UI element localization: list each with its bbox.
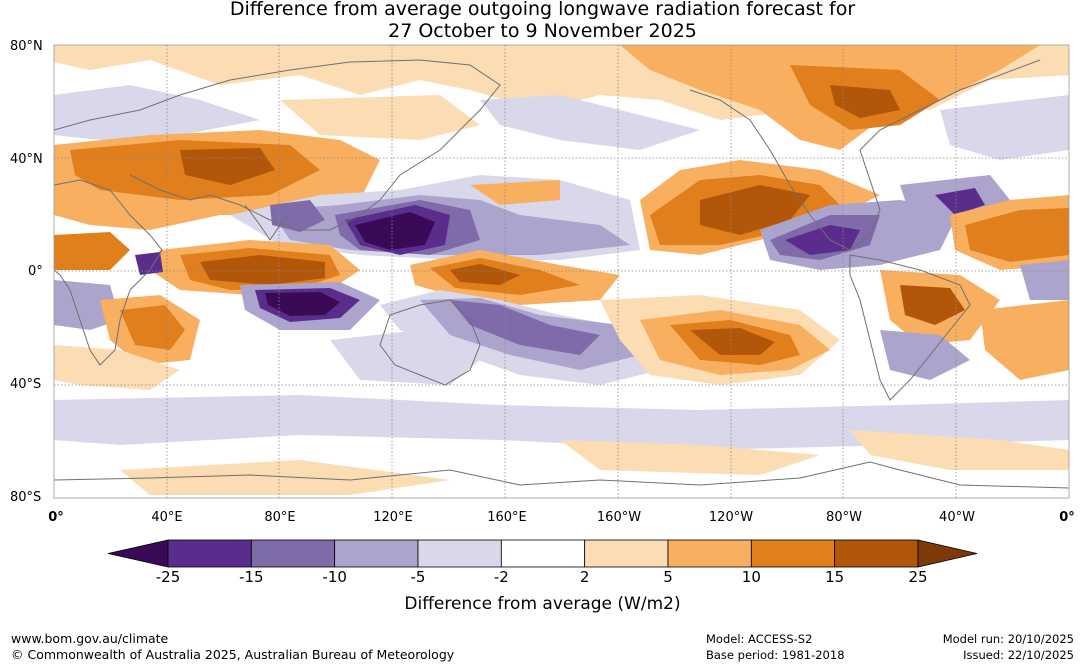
anomaly-region <box>935 188 985 215</box>
colorbar-segment <box>584 539 669 568</box>
lon-label-0-right: 0° <box>1059 510 1075 525</box>
footer-model: Model: ACCESS-S2 <box>706 632 813 646</box>
lat-label-80n: 80°N <box>10 39 43 54</box>
anomaly-region <box>54 345 180 390</box>
anomaly-region <box>330 330 480 385</box>
anomaly-region <box>850 430 1069 470</box>
anomaly-region <box>880 330 970 380</box>
anomaly-region <box>200 255 325 285</box>
colorbar-tick-label: 5 <box>663 568 673 586</box>
lat-label-40n: 40°N <box>10 152 43 167</box>
colorbar-segment <box>750 539 836 568</box>
anomaly-region <box>785 225 860 255</box>
footer-base-period: Base period: 1981-2018 <box>706 648 845 662</box>
lon-label-80w: 80°W <box>826 510 862 525</box>
anomaly-region <box>120 460 450 495</box>
colorbar-segments <box>107 539 978 568</box>
anomaly-region <box>54 232 130 270</box>
lat-label-40s: 40°S <box>10 377 42 392</box>
colorbar-tick-label: 10 <box>741 568 761 586</box>
footer-model-run: Model run: 20/10/2025 <box>942 632 1074 646</box>
anomaly-region <box>965 208 1069 262</box>
anomaly-region <box>470 180 560 205</box>
colorbar-arrow-high <box>917 539 978 568</box>
footer-issued: Issued: 22/10/2025 <box>963 648 1074 662</box>
anomaly-region <box>54 85 260 140</box>
antarctica-coast <box>54 461 1069 489</box>
map-title-line-2: 27 October to 9 November 2025 <box>388 20 697 42</box>
lon-label-0-left: 0° <box>48 510 64 525</box>
lon-label-120w: 120°W <box>708 510 754 525</box>
anomaly-region <box>480 95 700 150</box>
anomaly-field <box>54 45 1069 495</box>
colorbar-title: Difference from average (W/m2) <box>404 594 681 614</box>
anomaly-region <box>265 292 340 316</box>
lon-label-120e: 120°E <box>373 510 413 525</box>
graticule <box>54 45 1069 498</box>
anomaly-region <box>270 200 325 232</box>
colorbar-arrow-low <box>107 539 169 568</box>
colorbar-segment <box>500 539 586 568</box>
map-title-line-1: Difference from average outgoing longwav… <box>229 0 856 20</box>
lon-label-40e: 40°E <box>151 510 183 525</box>
anomaly-region <box>54 395 1069 450</box>
footer-website: www.bom.gov.au/climate <box>11 631 169 646</box>
anomaly-region <box>560 440 820 475</box>
anomaly-region <box>700 185 810 235</box>
colorbar-tick-label: -2 <box>493 568 509 586</box>
colorbar-tick-label: 15 <box>825 568 845 586</box>
colorbar-tick-label: -5 <box>410 568 426 586</box>
anomaly-region <box>830 85 900 118</box>
colorbar-segment <box>167 539 252 568</box>
anomaly-region <box>900 285 965 325</box>
colorbar-tick-label: 2 <box>579 568 590 586</box>
anomaly-region <box>450 300 600 355</box>
anomaly-region <box>940 95 1069 160</box>
lat-label-80s: 80°S <box>10 490 42 505</box>
colorbar-segment <box>417 539 502 568</box>
north-america-coast <box>689 59 1041 251</box>
india-coast <box>244 204 291 241</box>
africa-coast <box>54 179 163 366</box>
lon-label-40w: 40°W <box>939 510 975 525</box>
colorbar-tick-label: -25 <box>155 568 181 586</box>
anomaly-region <box>450 264 520 285</box>
anomaly-region <box>1020 260 1069 300</box>
map-frame <box>53 44 1070 499</box>
anomaly-region <box>690 328 775 355</box>
lat-label-equator: 0° <box>28 264 43 279</box>
colorbar-tick-label: -15 <box>239 568 264 586</box>
colorbar-segment <box>250 539 336 568</box>
anomaly-region <box>135 252 163 275</box>
colorbar-segment <box>334 539 419 568</box>
colorbar-tick-label: 25 <box>908 568 928 586</box>
europe-asia-coast <box>54 59 501 231</box>
australia-coast <box>379 299 481 386</box>
anomaly-region <box>355 212 435 250</box>
south-america-coast <box>849 254 971 401</box>
colorbar-segment <box>834 539 919 568</box>
footer-copyright: © Commonwealth of Australia 2025, Austra… <box>11 647 455 662</box>
coastlines <box>54 59 1069 489</box>
anomaly-region <box>980 300 1069 380</box>
lon-label-160e: 160°E <box>487 510 527 525</box>
anomaly-region <box>180 148 275 185</box>
lon-label-160w: 160°W <box>596 510 642 525</box>
anomaly-region <box>120 305 185 350</box>
colorbar-segment <box>667 539 752 568</box>
anomaly-region <box>280 95 480 140</box>
lon-label-80e: 80°E <box>264 510 296 525</box>
colorbar-tick-label: -10 <box>322 568 347 586</box>
